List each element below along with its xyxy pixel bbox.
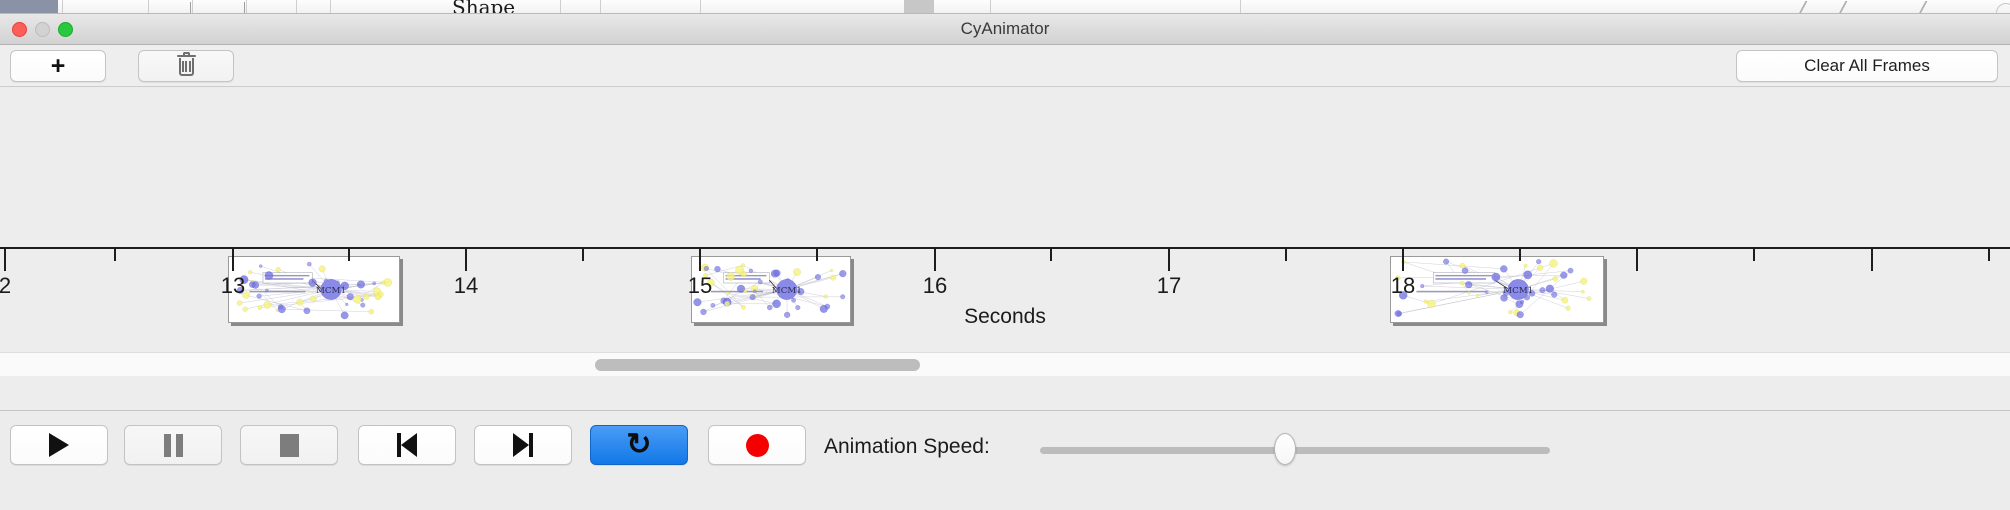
stop-button[interactable] (240, 425, 338, 465)
animation-speed-label: Animation Speed: (824, 435, 990, 458)
bg-tick-icon (244, 2, 245, 13)
bg-slash-icon (1838, 1, 1860, 13)
bg-selected-block (0, 0, 58, 13)
ruler-tick (1050, 249, 1052, 261)
ruler-tick (1285, 249, 1287, 261)
minimize-button[interactable] (35, 22, 50, 37)
maximize-button[interactable] (58, 22, 73, 37)
bg-divider (192, 0, 193, 13)
timeline-axis-title: Seconds (964, 305, 1046, 328)
timeline-ruler[interactable]: Seconds 2 13 14 15 16 17 18 (0, 247, 2010, 347)
ruler-tick (1636, 249, 1638, 271)
ruler-tick (348, 249, 350, 261)
bg-divider (246, 0, 247, 13)
record-button[interactable] (708, 425, 806, 465)
delete-frame-button[interactable] (138, 50, 234, 82)
ruler-tick (4, 249, 6, 271)
transport-bar: ↻ Animation Speed: (0, 410, 2010, 510)
ruler-tick (114, 249, 116, 261)
pause-icon (163, 433, 183, 457)
ruler-tick (1402, 249, 1404, 271)
pause-button[interactable] (124, 425, 222, 465)
bg-tick-icon (190, 2, 191, 13)
svg-text:MCM1: MCM1 (1503, 286, 1533, 296)
skip-backward-icon (397, 433, 417, 457)
ruler-baseline (0, 247, 2010, 249)
ruler-tick-label: 14 (453, 273, 479, 298)
clear-all-frames-button[interactable]: Clear All Frames (1736, 50, 1998, 82)
plus-icon: + (50, 51, 66, 80)
ruler-tick (1871, 249, 1873, 271)
animation-speed-slider[interactable] (1040, 433, 1550, 467)
timeline-panel[interactable]: MCM1 MCM1 MCM1 Seconds 2 13 14 15 16 17 18 (0, 88, 2010, 410)
stop-icon (279, 433, 299, 457)
ruler-tick (699, 249, 701, 271)
timeline-horizontal-scrollbar[interactable] (0, 352, 2010, 376)
background-window-strip: Shape (0, 0, 2010, 14)
next-frame-button[interactable] (474, 425, 572, 465)
add-frame-button[interactable]: + (10, 50, 106, 82)
ruler-tick (816, 249, 818, 261)
scrollbar-thumb[interactable] (595, 359, 920, 371)
bg-slash-icon (1798, 1, 1820, 13)
ruler-tick (465, 249, 467, 271)
slider-thumb[interactable] (1273, 433, 1296, 465)
window-title: CyAnimator (960, 19, 1050, 38)
ruler-tick (934, 249, 936, 271)
bg-slash-icon (1918, 1, 1940, 13)
frame-toolbar: + Clear All Frames (0, 45, 2010, 87)
bg-divider (1240, 0, 1241, 13)
ruler-tick (1519, 249, 1521, 261)
clear-all-frames-label: Clear All Frames (1804, 56, 1930, 75)
ruler-tick (1753, 249, 1755, 261)
keyframe-1[interactable]: MCM1 (228, 256, 400, 323)
ruler-tick-label: 15 (687, 273, 713, 298)
svg-text:MCM1: MCM1 (316, 286, 346, 296)
loop-icon: ↻ (626, 428, 652, 461)
skip-forward-icon (513, 433, 533, 457)
ruler-tick-label: 13 (220, 273, 246, 298)
play-button[interactable] (10, 425, 108, 465)
bg-arc-icon (1996, 3, 2010, 13)
ruler-tick-label: 2 (0, 273, 12, 298)
keyframe-track[interactable]: MCM1 MCM1 MCM1 (0, 88, 2010, 323)
ruler-tick (582, 249, 584, 261)
ruler-tick (1988, 249, 1990, 261)
bg-divider (700, 0, 701, 13)
bg-divider (990, 0, 991, 13)
bg-gray-block (904, 0, 934, 13)
ruler-tick-label: 16 (922, 273, 948, 298)
play-icon (49, 433, 69, 457)
close-button[interactable] (12, 22, 27, 37)
keyframe-3[interactable]: MCM1 (1390, 256, 1604, 323)
bg-divider (330, 0, 331, 13)
loop-button[interactable]: ↻ (590, 425, 688, 465)
previous-frame-button[interactable] (358, 425, 456, 465)
ruler-tick (232, 249, 234, 271)
ruler-tick (1168, 249, 1170, 271)
bg-divider (296, 0, 297, 13)
bg-shape-label: Shape (452, 0, 516, 14)
bg-divider (560, 0, 561, 13)
trash-icon (176, 52, 196, 77)
ruler-tick-label: 18 (1390, 273, 1416, 298)
record-icon (745, 433, 769, 457)
ruler-tick-label: 17 (1156, 273, 1182, 298)
bg-divider (62, 0, 63, 13)
window-title-bar: CyAnimator (0, 14, 2010, 45)
window-traffic-lights (12, 22, 73, 37)
bg-divider (600, 0, 601, 13)
svg-text:MCM1: MCM1 (772, 286, 802, 296)
bg-divider (148, 0, 149, 13)
keyframe-2[interactable]: MCM1 (691, 256, 851, 323)
